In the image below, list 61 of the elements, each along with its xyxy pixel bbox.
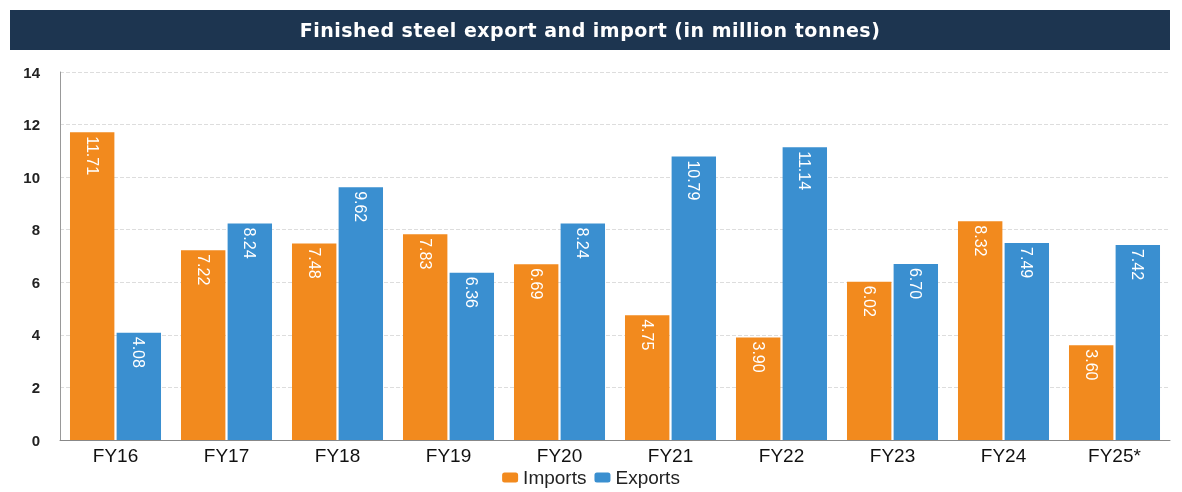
x-tick-label: FY23 bbox=[869, 445, 916, 466]
data-label: 8.24 bbox=[241, 227, 259, 259]
bar bbox=[69, 132, 115, 440]
y-tick-label: 12 bbox=[23, 116, 40, 134]
bar bbox=[449, 272, 495, 440]
bar bbox=[893, 263, 939, 440]
x-tick-label: FY19 bbox=[425, 445, 472, 466]
bar bbox=[1004, 243, 1050, 440]
x-tick-label: FY17 bbox=[203, 445, 250, 466]
bar bbox=[671, 156, 717, 440]
x-tick-label: FY22 bbox=[758, 445, 805, 466]
data-label: 7.48 bbox=[305, 247, 323, 279]
data-label: 6.69 bbox=[527, 268, 545, 300]
y-tick-label: 4 bbox=[31, 326, 41, 344]
bar bbox=[1115, 244, 1161, 440]
chart-title: Finished steel export and import (in million tonnes) bbox=[10, 10, 1170, 50]
data-label: 7.22 bbox=[194, 254, 212, 286]
bar bbox=[227, 223, 273, 440]
x-tick-label: FY25* bbox=[1088, 445, 1142, 466]
bar bbox=[116, 332, 162, 440]
data-label: 6.02 bbox=[860, 285, 878, 317]
x-tick-label: FY24 bbox=[980, 445, 1027, 466]
data-label: 7.83 bbox=[416, 238, 434, 270]
x-tick-label: FY20 bbox=[536, 445, 583, 466]
bar bbox=[846, 281, 892, 440]
data-label: 11.71 bbox=[83, 136, 101, 176]
bar bbox=[291, 243, 337, 440]
bar bbox=[624, 315, 670, 440]
y-tick-label: 6 bbox=[31, 273, 40, 291]
bar bbox=[1068, 345, 1114, 440]
data-label: 3.90 bbox=[749, 341, 767, 373]
data-label: 7.49 bbox=[1018, 247, 1036, 279]
data-label: 4.75 bbox=[638, 319, 656, 351]
y-tick-label: 8 bbox=[31, 221, 40, 239]
data-label: 6.70 bbox=[907, 267, 925, 300]
data-label: 10.79 bbox=[685, 160, 703, 201]
data-label: 6.36 bbox=[463, 276, 481, 309]
y-tick-label: 14 bbox=[23, 63, 41, 81]
data-label: 3.60 bbox=[1082, 349, 1100, 381]
y-tick-label: 10 bbox=[23, 168, 40, 186]
legend-label: Exports bbox=[615, 467, 680, 488]
data-label: 7.42 bbox=[1129, 248, 1147, 281]
y-tick-label: 2 bbox=[31, 378, 40, 396]
data-label: 4.08 bbox=[130, 336, 148, 368]
x-tick-label: FY18 bbox=[314, 445, 361, 466]
data-label: 8.24 bbox=[574, 227, 592, 259]
bar bbox=[402, 234, 448, 440]
legend-label: Imports bbox=[523, 467, 587, 488]
bar bbox=[782, 147, 828, 440]
x-tick-label: FY21 bbox=[647, 445, 694, 466]
data-label: 8.32 bbox=[971, 225, 989, 257]
x-tick-label: FY16 bbox=[92, 445, 139, 466]
bar bbox=[513, 264, 559, 440]
bar bbox=[180, 250, 226, 440]
data-label: 11.14 bbox=[796, 151, 814, 191]
bar bbox=[560, 223, 606, 440]
y-tick-label: 0 bbox=[31, 431, 40, 449]
data-label: 9.62 bbox=[352, 191, 370, 223]
bar bbox=[957, 221, 1003, 440]
bar bbox=[338, 187, 384, 440]
bar bbox=[735, 337, 781, 440]
